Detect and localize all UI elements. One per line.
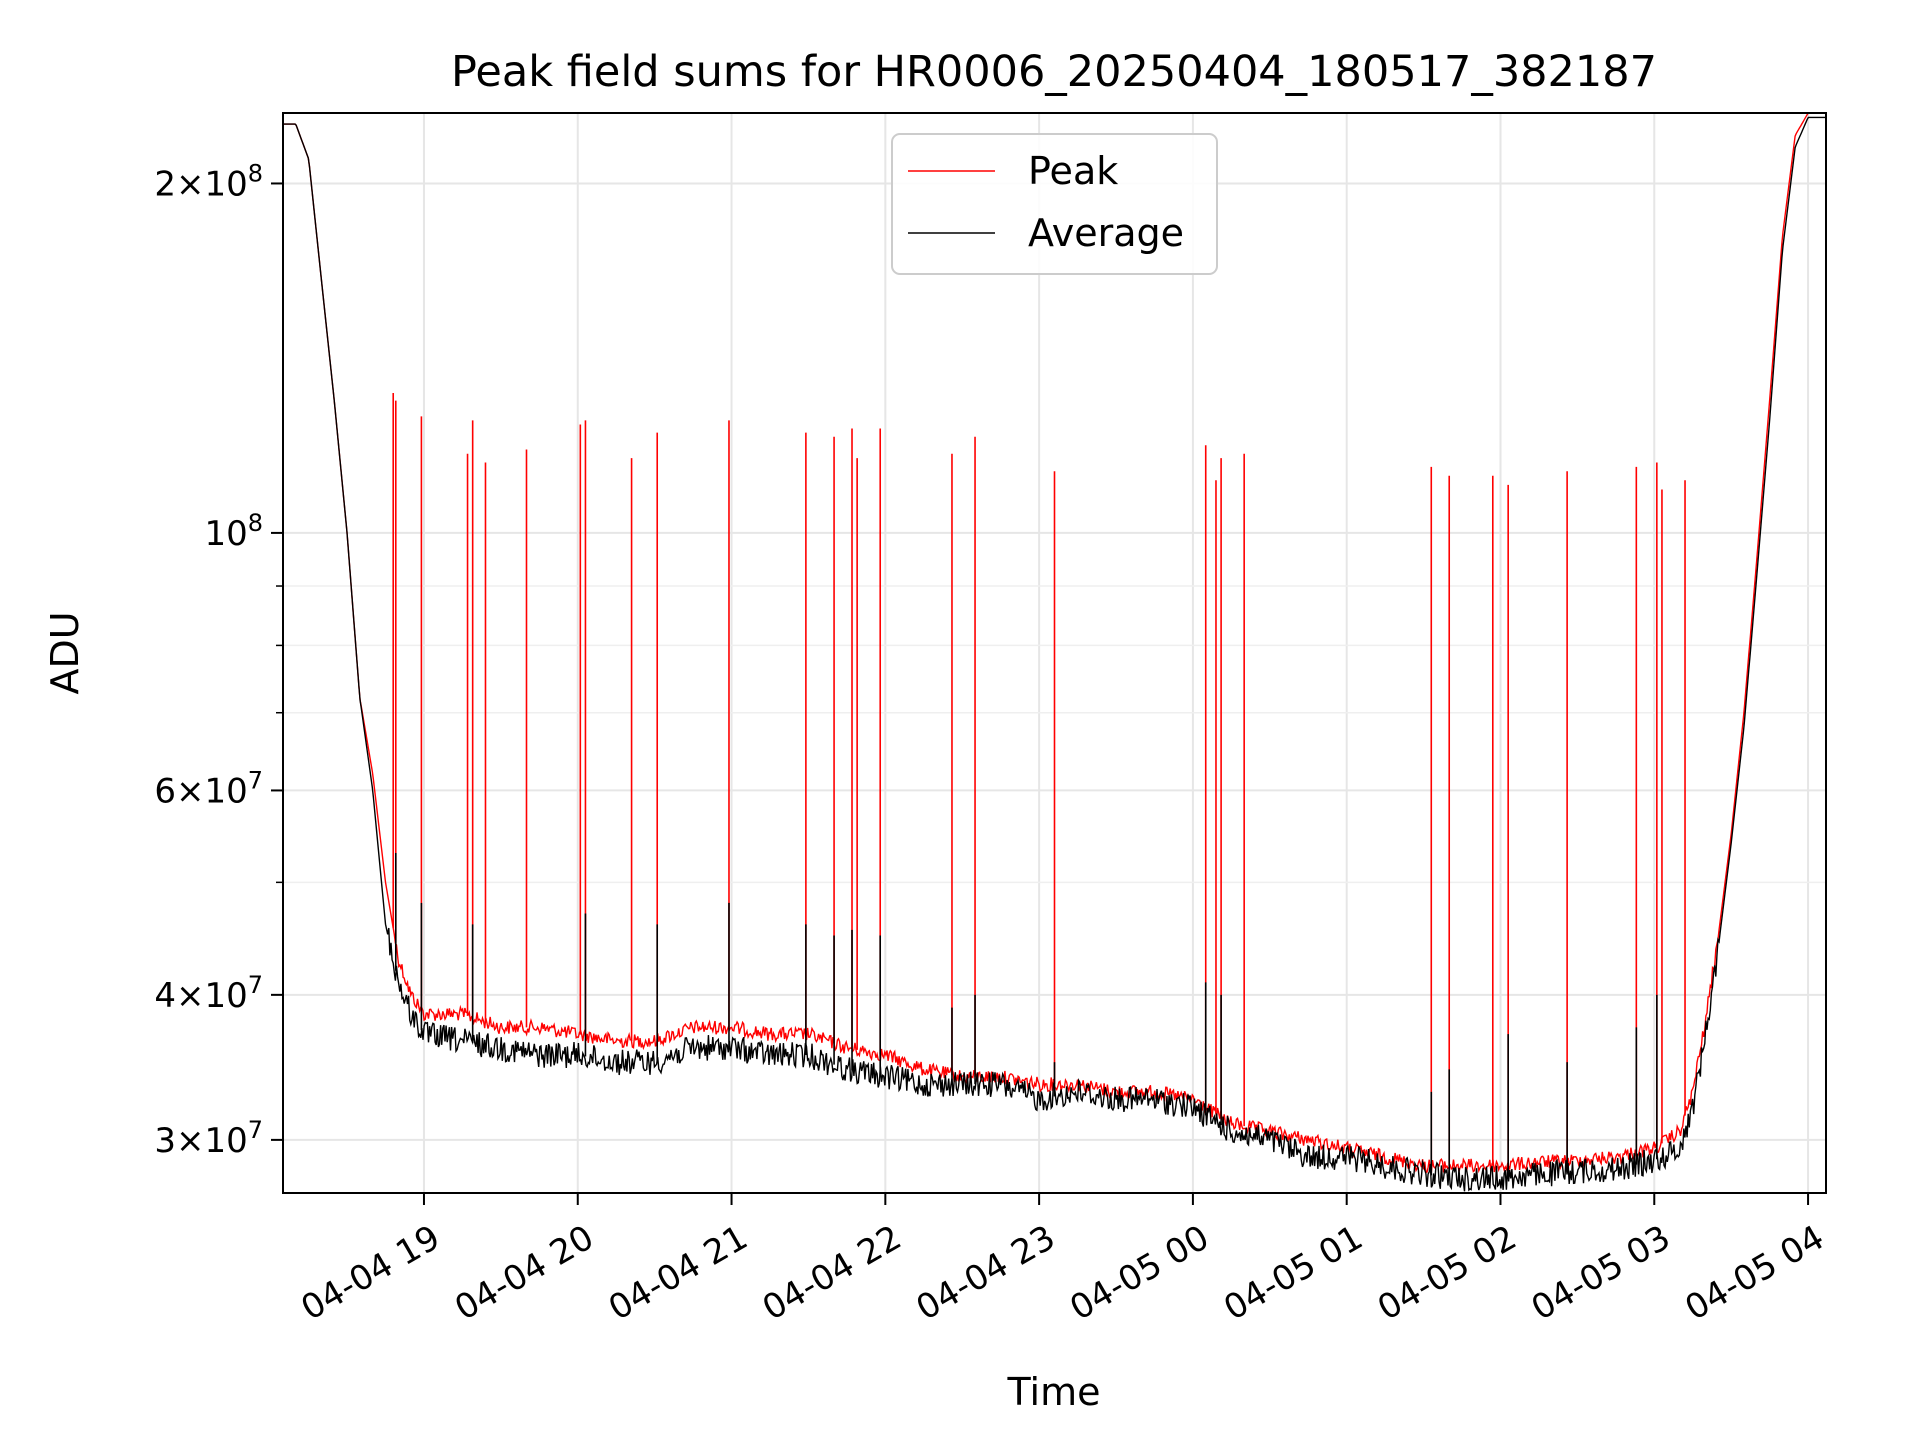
y-axis-label: ADU <box>43 611 87 694</box>
legend-label-peak: Peak <box>1028 149 1118 193</box>
chart-title: Peak field sums for HR0006_20250404_1805… <box>451 47 1657 97</box>
series-clip-group <box>283 113 1826 1192</box>
y-tick-label-3: 108 <box>204 509 263 554</box>
y-axis: 3×107 4×107 6×107 108 2×108 <box>154 159 283 1161</box>
x-axis-label: Time <box>1007 1370 1101 1414</box>
legend-label-average: Average <box>1028 211 1184 255</box>
series-layer <box>283 113 1826 1192</box>
y-tick-label-1: 4×107 <box>154 971 263 1016</box>
y-tick-label-0: 3×107 <box>154 1116 263 1161</box>
y-tick-label-2: 6×107 <box>154 766 263 811</box>
series-peak <box>283 113 1826 1175</box>
y-tick-label-4: 2×108 <box>154 159 263 204</box>
legend-box <box>891 133 1218 275</box>
legend: Peak Average <box>891 133 1218 275</box>
plot-frame <box>282 112 1827 1194</box>
series-average <box>283 116 1826 1192</box>
